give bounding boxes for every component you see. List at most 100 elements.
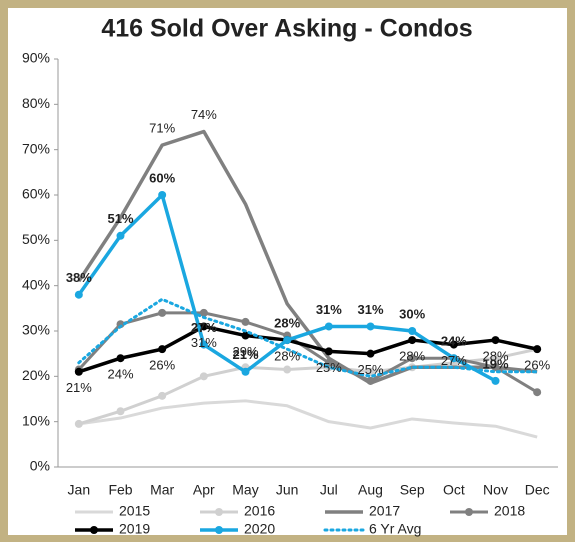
y-tick-label: 0% — [30, 458, 50, 474]
series-marker — [491, 363, 500, 372]
series-marker — [491, 354, 500, 363]
data-label: 74% — [191, 107, 217, 122]
series-marker — [324, 358, 333, 367]
data-label: 38% — [66, 270, 92, 285]
x-tick-label: May — [232, 482, 258, 498]
series-marker — [116, 354, 125, 363]
data-label: 30% — [399, 306, 425, 321]
x-tick-label: Sep — [400, 482, 425, 498]
legend-label: 2020 — [244, 521, 275, 537]
series-marker — [491, 336, 500, 345]
chart-area — [8, 8, 567, 535]
legend-label: 2018 — [494, 503, 525, 519]
legend-marker — [90, 526, 98, 534]
x-tick-label: Jul — [320, 482, 338, 498]
series-line — [78, 324, 538, 374]
data-label: 28% — [274, 349, 300, 364]
series-marker — [408, 354, 417, 363]
series-marker — [366, 376, 375, 385]
series-marker — [158, 191, 167, 199]
series-marker — [366, 367, 375, 376]
y-tick-label: 20% — [22, 367, 50, 383]
series-line — [77, 297, 539, 378]
series-marker — [199, 372, 208, 381]
series-marker — [199, 308, 208, 317]
x-tick-label: Apr — [193, 482, 215, 498]
x-tick-label: Mar — [150, 482, 174, 498]
x-tick-label: Jun — [276, 482, 299, 498]
y-tick-label: 90% — [22, 50, 50, 66]
series-marker — [199, 322, 208, 331]
series-marker — [241, 317, 250, 326]
data-label: 21% — [66, 380, 92, 395]
x-tick-label: Nov — [483, 482, 508, 498]
legend-marker — [215, 508, 223, 516]
x-tick-label: Feb — [108, 482, 132, 498]
series-marker — [533, 388, 542, 397]
series-marker — [408, 336, 417, 345]
y-tick-label: 40% — [22, 276, 50, 292]
x-tick-label: Jan — [68, 482, 91, 498]
series-line — [77, 311, 538, 394]
series-marker — [449, 340, 458, 349]
series-marker — [74, 290, 83, 299]
series-marker — [74, 419, 83, 428]
y-tick-label: 30% — [22, 322, 50, 338]
y-tick-label: 10% — [22, 412, 50, 428]
series-marker — [366, 322, 375, 331]
data-label: 27% — [441, 353, 467, 368]
series-line — [78, 399, 538, 439]
series-marker — [241, 331, 250, 340]
data-label: 60% — [149, 170, 175, 185]
data-label: 28% — [274, 316, 300, 331]
data-label: 25% — [357, 362, 383, 377]
legend-label: 2019 — [119, 521, 150, 537]
data-label: 26% — [149, 358, 175, 373]
data-label: 27% — [191, 320, 217, 335]
series-marker — [324, 322, 333, 331]
data-label: 26% — [524, 358, 550, 373]
legend-label: 2017 — [369, 503, 400, 519]
y-tick-label: 70% — [22, 140, 50, 156]
x-tick-label: Aug — [358, 482, 383, 498]
data-label: 29% — [232, 344, 258, 359]
series-marker — [158, 345, 167, 354]
series-marker — [283, 336, 292, 345]
data-label: 31% — [316, 302, 342, 317]
legend-marker — [465, 508, 473, 516]
series-marker — [491, 376, 500, 385]
data-label: 71% — [149, 121, 175, 136]
x-tick-label: Dec — [525, 482, 550, 498]
data-label: 24% — [441, 334, 467, 349]
series-marker — [408, 327, 417, 335]
chart-title: 416 Sold Over Asking - Condos — [101, 15, 472, 43]
series-marker — [158, 308, 167, 317]
series-marker — [449, 354, 458, 363]
series-marker — [158, 391, 167, 400]
series-marker — [74, 367, 83, 376]
series-marker — [241, 367, 250, 376]
data-label: 31% — [357, 302, 383, 317]
series-marker — [533, 345, 542, 354]
series-marker — [366, 349, 375, 358]
x-tick-label: Oct — [443, 482, 465, 498]
y-tick-label: 50% — [22, 231, 50, 247]
series-marker — [116, 231, 125, 240]
data-label: 28% — [399, 349, 425, 364]
legend-label: 6 Yr Avg — [369, 521, 421, 537]
data-label: 24% — [107, 367, 133, 382]
legend-marker — [215, 526, 223, 534]
data-label: 25% — [316, 360, 342, 375]
y-tick-label: 60% — [22, 186, 50, 202]
series-marker — [283, 365, 292, 374]
y-tick-label: 80% — [22, 95, 50, 111]
data-label: 51% — [107, 211, 133, 226]
data-label: 19% — [482, 356, 508, 371]
data-label: 21% — [232, 347, 258, 362]
series-marker — [116, 407, 125, 416]
data-label: 28% — [482, 349, 508, 364]
series-marker — [199, 340, 208, 349]
legend-label: 2015 — [119, 503, 150, 519]
